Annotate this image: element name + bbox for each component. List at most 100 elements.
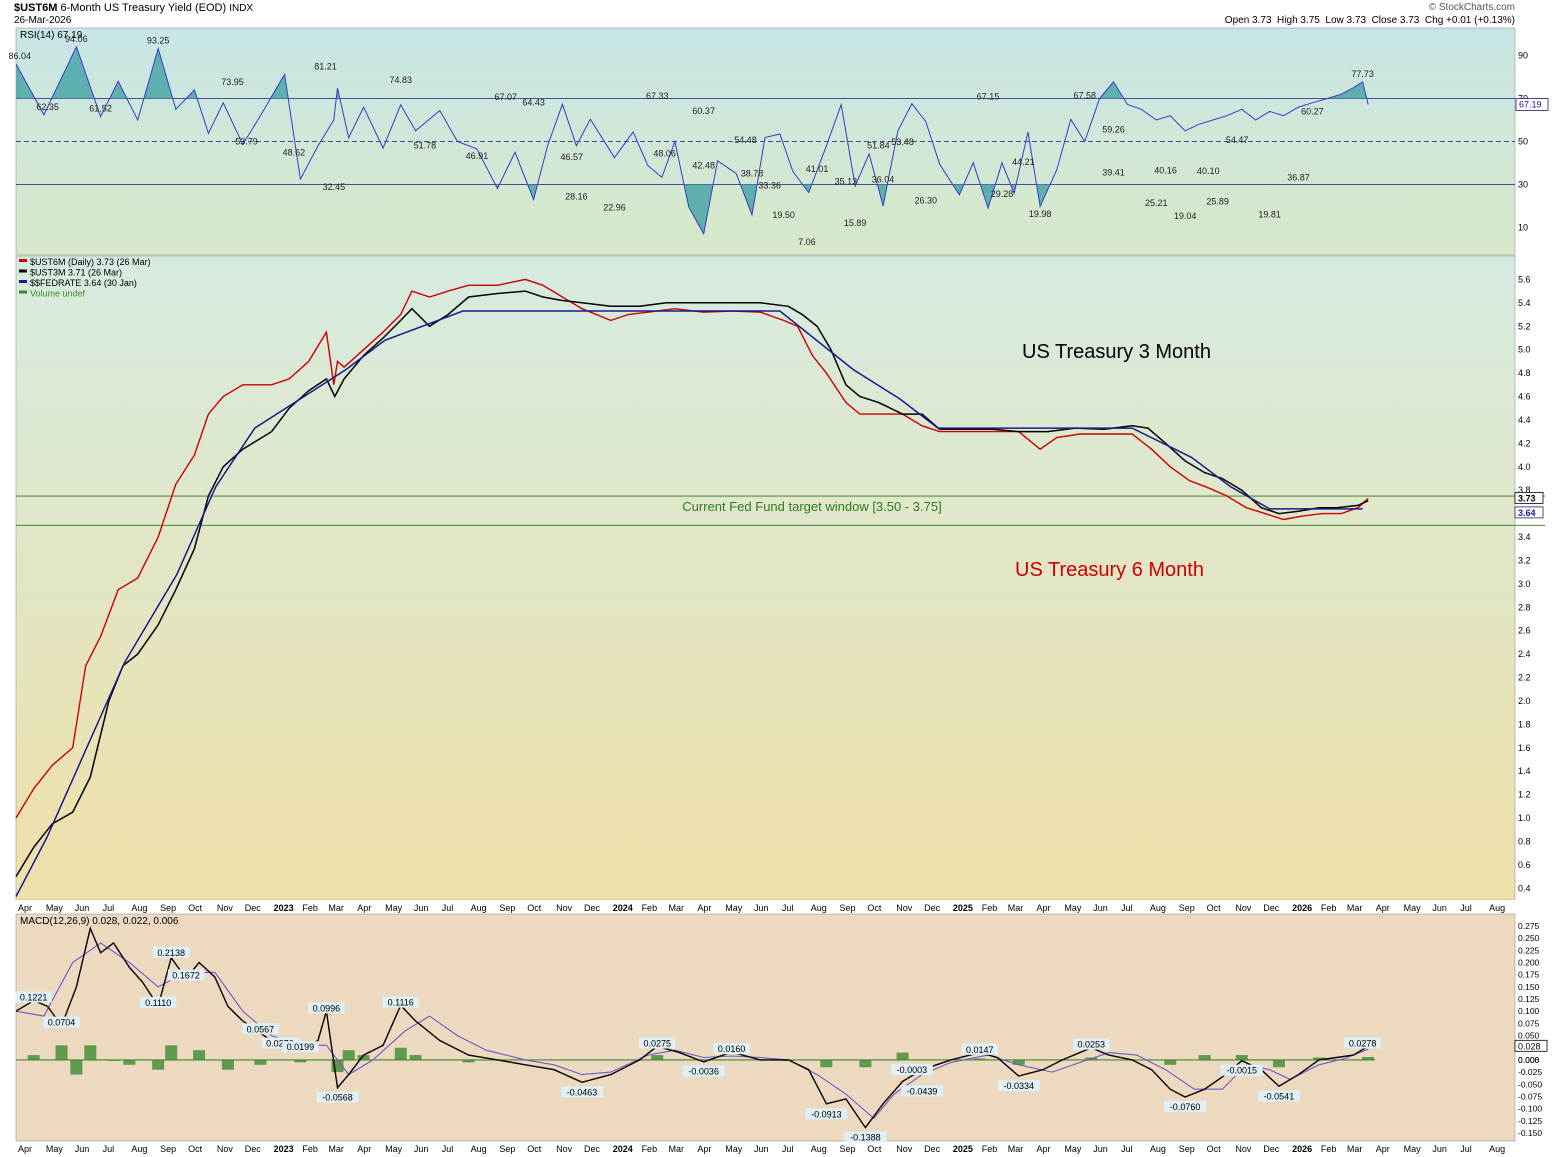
rsi-point-label: 35.13	[835, 176, 858, 186]
macd-histogram-bar	[357, 1055, 370, 1060]
date-tick-label: Jun	[414, 903, 429, 913]
macd-point-label: 0.1672	[172, 971, 200, 981]
date-tick-label: Apr	[357, 1144, 371, 1154]
date-tick-label: May	[1404, 903, 1422, 913]
price-tick-label: 4.8	[1518, 368, 1531, 378]
date-tick-label: Dec	[924, 903, 941, 913]
price-tick-label: 3.2	[1518, 555, 1531, 565]
rsi-point-label: 54.47	[1226, 135, 1249, 145]
rsi-point-label: 74.83	[389, 75, 412, 85]
date-tick-label: Apr	[1376, 903, 1390, 913]
date-tick-label: 2024	[613, 1144, 633, 1154]
date-tick-label: Dec	[245, 1144, 262, 1154]
date-tick-label: Jun	[1432, 1144, 1447, 1154]
rsi-point-label: 33.36	[758, 180, 781, 190]
date-tick-label: Feb	[302, 1144, 318, 1154]
macd-histogram-bar	[651, 1055, 664, 1060]
ust3m-line	[15, 290, 1369, 877]
rsi-point-label: 44.21	[1012, 157, 1035, 167]
date-tick-label: Apr	[697, 903, 711, 913]
date-tick-label: Jun	[414, 1144, 429, 1154]
macd-point-label: 0.0278	[1349, 1038, 1377, 1048]
date-tick-label: Mar	[1347, 903, 1363, 913]
price-tick-label: 0.4	[1518, 883, 1531, 893]
macd-histogram-bar	[294, 1059, 307, 1063]
date-tick-label: 2025	[953, 1144, 973, 1154]
macd-point-label: -0.0541	[1264, 1091, 1295, 1101]
fedrate-value-tag	[1514, 506, 1544, 519]
price-tick-label: 4.6	[1518, 392, 1531, 402]
macd-tick-label: 0.200	[1518, 958, 1540, 968]
rsi-point-label: 54.48	[734, 135, 757, 145]
rsi-tick-label: 10	[1518, 223, 1528, 233]
macd-point-label: 0.1110	[145, 998, 171, 1008]
date-tick-label: Mar	[669, 903, 685, 913]
macd-tick-label: 0.175	[1518, 970, 1540, 980]
source-credit: © StockCharts.com	[1428, 2, 1515, 13]
price-tick-label: 0.8	[1518, 836, 1531, 846]
date-tick-label: Aug	[471, 1144, 487, 1154]
rsi-point-label: 25.89	[1206, 196, 1229, 206]
ust6m-annotation: US Treasury 6 Month	[1015, 559, 1204, 581]
rsi-point-label: 7.06	[798, 237, 816, 247]
rsi-point-label: 48.06	[653, 149, 676, 159]
macd-label-bg	[1073, 1038, 1110, 1050]
rsi-point-label: 67.33	[646, 91, 669, 101]
macd-value-tag	[1514, 1039, 1548, 1052]
rsi-point-label: 19.04	[1174, 211, 1197, 221]
macd-tick-label: 0.050	[1518, 1031, 1540, 1041]
macd-label-bg	[139, 996, 177, 1008]
macd-point-label: -0.0015	[1227, 1066, 1258, 1076]
rsi-point-label: 86.04	[8, 51, 31, 61]
date-tick-label: Sep	[1179, 903, 1195, 913]
macd-hist-value-label: 0.006	[1518, 1055, 1540, 1065]
macd-label-bg	[282, 1041, 319, 1053]
date-tick-label: Apr	[357, 903, 371, 913]
date-tick-label: Apr	[1037, 903, 1051, 913]
rsi-point-label: 42.48	[692, 161, 715, 171]
date-tick-label: Jul	[782, 903, 794, 913]
macd-tick-label: -0.075	[1518, 1091, 1542, 1101]
date-tick-label: May	[725, 903, 743, 913]
rsi-value-label: 67.19	[1519, 100, 1542, 110]
macd-label-bg	[316, 1091, 359, 1103]
legend-entry: $$FEDRATE 3.64 (30 Jan)	[30, 278, 137, 288]
rsi-point-label: 19.81	[1258, 209, 1281, 219]
date-tick-label: Aug	[1150, 903, 1166, 913]
date-tick-label: Dec	[1263, 1144, 1280, 1154]
macd-tick-label: -0.100	[1518, 1104, 1542, 1114]
macd-histogram-bar	[462, 1059, 475, 1063]
macd-label-bg	[43, 1016, 80, 1028]
date-tick-label: 2023	[274, 1144, 294, 1154]
date-tick-label: Feb	[1321, 1144, 1337, 1154]
date-tick-label: May	[1064, 903, 1082, 913]
macd-histogram-bar	[123, 1059, 136, 1065]
date-tick-label: Mar	[1008, 903, 1024, 913]
rsi-point-label: 59.26	[1102, 125, 1125, 135]
rsi-point-label: 15.89	[844, 218, 867, 228]
chart-date: 26-Mar-2026	[14, 15, 72, 26]
date-tick-label: Aug	[131, 1144, 147, 1154]
macd-label-bg	[152, 946, 190, 958]
rsi-title: RSI(14) 67.19	[20, 30, 83, 41]
macd-point-label: 0.0147	[966, 1045, 994, 1055]
macd-tick-label: 0.225	[1518, 945, 1540, 955]
rsi-point-label: 19.98	[1029, 209, 1052, 219]
macd-tick-label: -0.150	[1518, 1128, 1542, 1138]
date-tick-label: Apr	[1037, 1144, 1051, 1154]
legend-entry: $UST6M (Daily) 3.73 (26 Mar)	[30, 257, 151, 267]
macd-histogram-bar	[84, 1045, 97, 1060]
rsi-point-label: 29.28	[991, 189, 1014, 199]
date-tick-label: Sep	[840, 1144, 856, 1154]
macd-label-bg	[1344, 1037, 1381, 1049]
date-tick-label: Feb	[982, 903, 998, 913]
macd-tick-label: 0.275	[1518, 921, 1540, 931]
macd-histogram-bar	[394, 1047, 407, 1060]
macd-histogram-bar	[1198, 1055, 1211, 1060]
date-tick-label: May	[46, 903, 64, 913]
legend-entry: Volume undef	[30, 289, 86, 299]
price-tick-label: 5.6	[1518, 274, 1531, 284]
date-tick-label: Feb	[1321, 903, 1337, 913]
date-tick-label: 2024	[613, 903, 633, 913]
